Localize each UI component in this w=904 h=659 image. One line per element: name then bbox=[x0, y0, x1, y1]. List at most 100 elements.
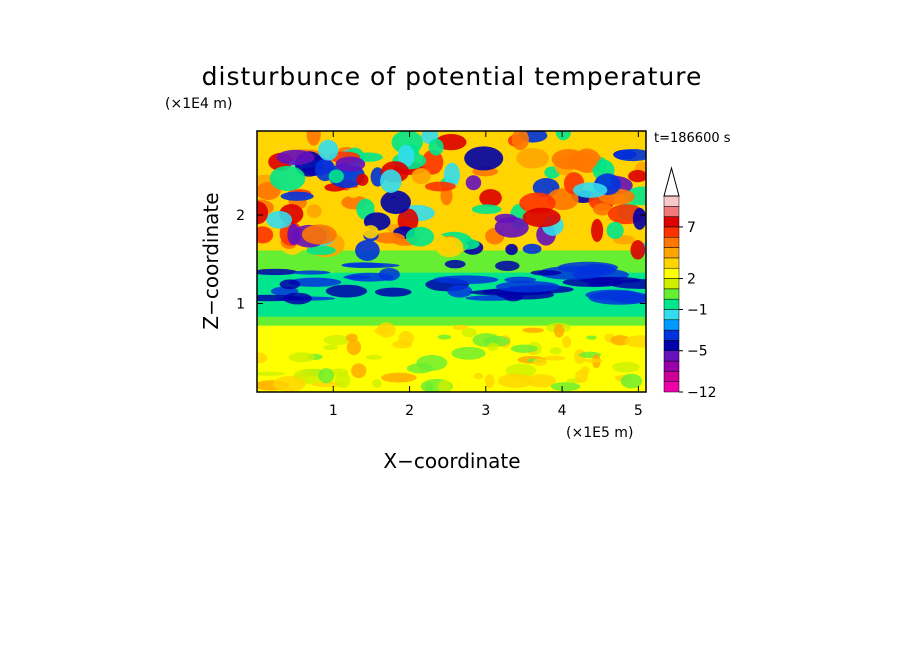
field-blob bbox=[526, 374, 557, 388]
colorbar-segment bbox=[663, 319, 680, 331]
field-blob bbox=[416, 354, 448, 371]
field-blob bbox=[461, 327, 477, 338]
field-blob bbox=[346, 339, 362, 356]
field-blob bbox=[257, 226, 274, 244]
field-blob bbox=[424, 181, 456, 192]
field-blob bbox=[380, 372, 417, 383]
field-blob bbox=[632, 207, 646, 230]
field-blob bbox=[323, 335, 351, 346]
field-blob bbox=[505, 243, 518, 256]
field-blob bbox=[443, 162, 461, 188]
field-blob bbox=[269, 165, 306, 192]
field-blob bbox=[572, 182, 608, 198]
field-blob bbox=[273, 376, 306, 392]
field-blob bbox=[452, 324, 469, 331]
colorbar-segment bbox=[663, 360, 680, 372]
field-blob bbox=[424, 382, 434, 392]
field-blob bbox=[257, 352, 268, 364]
colorbar-segment bbox=[663, 257, 680, 269]
field-blob bbox=[593, 203, 613, 216]
field-blob bbox=[532, 358, 548, 367]
colorbar-extend-triangle bbox=[663, 166, 680, 197]
field-blob bbox=[516, 148, 549, 169]
field-blob bbox=[378, 268, 400, 281]
field-blob bbox=[341, 262, 384, 268]
field-blob bbox=[447, 284, 473, 298]
y-axis-label: Z−coordinate bbox=[199, 192, 223, 329]
field-blob bbox=[391, 131, 423, 155]
field-blob bbox=[372, 379, 382, 388]
field-blob bbox=[356, 173, 369, 186]
field-blob bbox=[584, 358, 604, 363]
field-blob bbox=[292, 270, 331, 275]
field-blob bbox=[497, 373, 533, 388]
field-blob bbox=[522, 327, 545, 333]
field-blob bbox=[464, 146, 504, 171]
field-blob bbox=[346, 187, 361, 198]
field-blob bbox=[510, 344, 538, 353]
x-axis: 1 2 3 4 5 bbox=[329, 131, 643, 419]
field-blob bbox=[373, 232, 405, 244]
field-blob bbox=[494, 216, 529, 238]
field-blob bbox=[530, 270, 562, 276]
field-blob bbox=[392, 340, 413, 349]
field-blob bbox=[551, 149, 586, 170]
field-blob bbox=[318, 368, 335, 384]
field-blob bbox=[613, 148, 646, 162]
field-blob bbox=[376, 322, 396, 338]
colorbar-segment bbox=[663, 298, 680, 310]
field-blob bbox=[454, 187, 471, 213]
colorbar-segment bbox=[663, 309, 680, 321]
x-tick-label: 1 bbox=[329, 403, 338, 419]
field-blob bbox=[591, 218, 604, 243]
y-tick-label: 1 bbox=[236, 297, 245, 313]
x-tick-label: 3 bbox=[481, 403, 490, 419]
field-blob bbox=[437, 334, 452, 340]
field-blob bbox=[550, 382, 581, 392]
colorbar-tick-label: 7 bbox=[687, 220, 696, 236]
y-axis: 12 bbox=[236, 208, 646, 313]
field-blob bbox=[438, 380, 451, 392]
field-blob bbox=[380, 190, 411, 215]
colorbar-segment bbox=[663, 278, 680, 290]
field-blob bbox=[257, 371, 286, 376]
field-blob bbox=[435, 236, 464, 258]
plot-frame bbox=[256, 130, 647, 393]
contour-field bbox=[257, 131, 646, 392]
field-blob bbox=[351, 363, 367, 379]
colorbar-tick-label: −1 bbox=[687, 302, 708, 318]
field-blob bbox=[362, 225, 379, 239]
field-blob bbox=[484, 374, 495, 388]
field-blob bbox=[479, 189, 502, 207]
field-blob bbox=[511, 131, 529, 151]
field-blob bbox=[380, 169, 402, 193]
field-blob bbox=[495, 260, 520, 272]
field-blob bbox=[358, 131, 388, 143]
field-blob bbox=[266, 210, 293, 229]
field-blob bbox=[288, 277, 342, 287]
field-blob bbox=[555, 131, 571, 141]
field-band bbox=[257, 325, 646, 370]
colorbar-tick-label: 2 bbox=[687, 272, 696, 288]
colorbar-segment bbox=[663, 216, 680, 228]
field-blob bbox=[620, 373, 643, 389]
field-blob bbox=[411, 168, 431, 185]
field-blob bbox=[421, 149, 444, 175]
colorbar-segment bbox=[663, 288, 680, 300]
field-blob bbox=[365, 354, 383, 360]
field-blobs bbox=[257, 131, 646, 392]
field-blob bbox=[608, 279, 646, 289]
field-blob bbox=[538, 266, 605, 280]
field-blob bbox=[630, 240, 646, 260]
field-blob bbox=[433, 275, 499, 285]
field-blob bbox=[257, 268, 298, 276]
field-blob bbox=[606, 221, 624, 239]
field-blob bbox=[335, 156, 366, 172]
colorbar-tick-label: −12 bbox=[687, 385, 717, 401]
field-blob bbox=[522, 207, 561, 228]
colorbar: −12−5−127 bbox=[663, 166, 717, 401]
colorbar-segment bbox=[663, 381, 680, 393]
field-blob bbox=[325, 284, 368, 298]
